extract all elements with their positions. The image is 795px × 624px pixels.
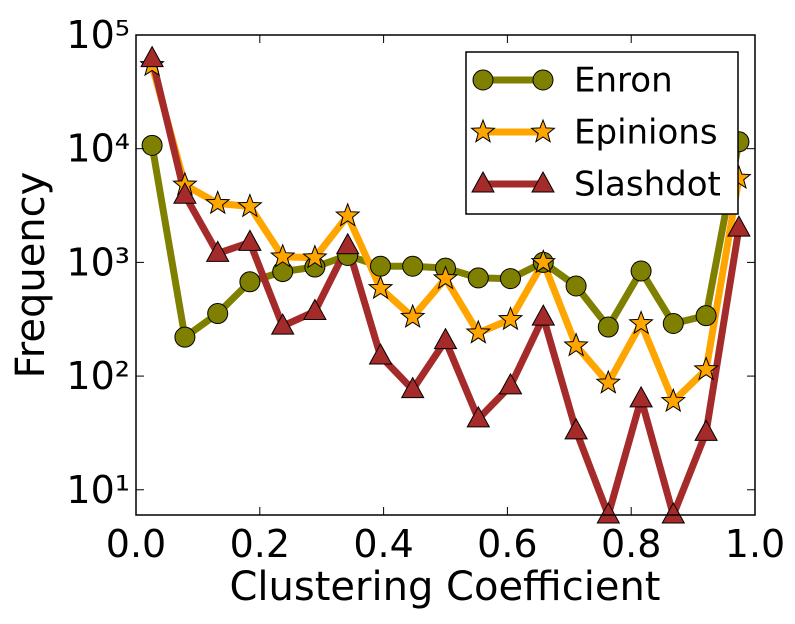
marker: [499, 268, 521, 290]
marker: [564, 417, 588, 440]
marker: [433, 327, 458, 350]
marker: [140, 45, 164, 68]
y-axis-label: Frequency: [8, 172, 54, 379]
legend-label: Slashdot: [574, 165, 721, 205]
marker: [205, 240, 230, 262]
marker: [302, 244, 328, 269]
marker: [367, 274, 394, 300]
marker: [563, 332, 589, 357]
marker: [498, 372, 523, 395]
marker: [141, 134, 163, 156]
legend-label: Enron: [574, 61, 673, 101]
marker: [693, 356, 719, 381]
marker: [402, 255, 424, 277]
marker: [370, 255, 392, 277]
y-tick-label: 10³: [66, 240, 130, 284]
marker-layer: [139, 45, 752, 524]
marker: [662, 313, 684, 335]
marker: [530, 118, 556, 143]
marker: [596, 501, 621, 524]
marker: [661, 501, 686, 524]
y-tick-label: 10²: [66, 354, 130, 398]
marker: [334, 202, 361, 227]
axes-frame: [135, 34, 756, 516]
marker: [239, 271, 261, 293]
marker: [628, 310, 654, 335]
marker: [204, 189, 231, 215]
marker: [237, 193, 263, 218]
marker: [530, 248, 557, 274]
marker: [595, 369, 622, 394]
legend-label: Epinions: [574, 113, 718, 153]
y-tick-label: 10¹: [66, 468, 130, 512]
marker: [269, 243, 296, 268]
marker: [629, 385, 653, 408]
marker: [467, 267, 489, 289]
marker: [565, 275, 587, 297]
marker: [207, 303, 229, 325]
y-tick-label: 10⁴: [66, 127, 130, 171]
marker: [694, 419, 718, 441]
marker: [597, 316, 619, 338]
marker: [174, 326, 196, 348]
marker: [399, 303, 426, 328]
marker: [303, 298, 327, 320]
marker: [465, 319, 492, 344]
marker: [695, 305, 717, 327]
y-tick-label: 10⁵: [66, 13, 130, 57]
x-tick-label: 0.8: [601, 522, 661, 566]
marker: [466, 405, 491, 428]
marker: [400, 376, 425, 399]
marker: [472, 69, 494, 91]
marker: [660, 387, 687, 413]
marker: [368, 343, 393, 365]
marker: [470, 118, 496, 143]
marker: [270, 313, 295, 335]
x-tick-label: 0.2: [230, 522, 290, 566]
marker: [531, 304, 556, 326]
marker: [727, 215, 751, 237]
marker: [238, 229, 262, 251]
x-tick-label: 0.0: [106, 522, 166, 566]
x-tick-label: 0.4: [353, 522, 413, 566]
marker: [531, 170, 555, 193]
x-tick-label: 1.0: [725, 522, 785, 566]
marker: [432, 265, 459, 290]
x-tick-label: 0.6: [477, 522, 537, 566]
marker: [532, 69, 554, 91]
marker: [630, 260, 652, 282]
marker: [471, 170, 495, 193]
marker: [497, 305, 524, 331]
x-axis-label: Clustering Coefficient: [230, 564, 661, 610]
marker: [173, 182, 197, 204]
marker: [335, 232, 360, 255]
